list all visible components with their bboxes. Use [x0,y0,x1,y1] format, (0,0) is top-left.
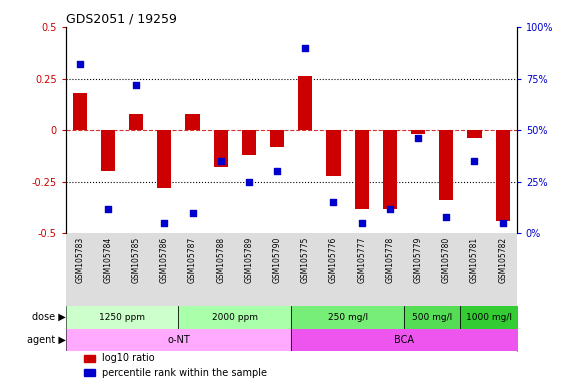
Bar [270,130,284,147]
Bar [411,130,425,134]
Text: GSM105783: GSM105783 [75,237,85,283]
Point [385,205,395,212]
Point [131,82,140,88]
Text: 2000 ppm: 2000 ppm [212,313,258,322]
Text: 1250 ppm: 1250 ppm [99,313,145,322]
Bar [298,76,312,130]
Text: o-NT: o-NT [167,335,190,345]
Point [413,136,423,142]
Bar [355,130,369,209]
Text: dose ▶: dose ▶ [32,312,66,322]
Text: agent ▶: agent ▶ [27,335,66,345]
Bar [84,369,95,376]
Text: BCA: BCA [394,335,414,345]
Text: GSM105789: GSM105789 [244,237,254,283]
Point [216,158,226,164]
Text: GSM105779: GSM105779 [413,237,423,283]
Point [103,205,112,212]
Text: GSM105781: GSM105781 [470,237,479,283]
Bar [186,114,200,130]
Bar [214,130,228,167]
Text: 500 mg/l: 500 mg/l [412,313,452,322]
Bar [468,130,481,139]
Point [244,179,254,185]
Bar [327,130,340,175]
Text: log10 ratio: log10 ratio [102,353,154,364]
Text: GSM105777: GSM105777 [357,237,366,283]
Text: GSM105784: GSM105784 [103,237,112,283]
Text: percentile rank within the sample: percentile rank within the sample [102,368,267,378]
Text: GSM105786: GSM105786 [160,237,169,283]
Bar [84,355,95,362]
Point [188,210,197,216]
Text: 250 mg/l: 250 mg/l [328,313,368,322]
Text: GSM105776: GSM105776 [329,237,338,283]
Bar [496,130,510,221]
Bar [242,130,256,155]
Text: GSM105790: GSM105790 [272,237,282,283]
Text: GDS2051 / 19259: GDS2051 / 19259 [66,13,176,26]
Bar [129,114,143,130]
Bar [439,130,453,200]
Text: GSM105788: GSM105788 [216,237,225,283]
Text: GSM105780: GSM105780 [442,237,451,283]
Bar [383,130,397,209]
Text: GSM105775: GSM105775 [301,237,310,283]
Text: GSM105782: GSM105782 [498,237,507,283]
Text: GSM105787: GSM105787 [188,237,197,283]
Point [442,214,451,220]
Point [160,220,169,226]
Point [357,220,366,226]
Point [498,220,507,226]
Text: GSM105778: GSM105778 [385,237,395,283]
Point [272,169,282,175]
Bar [157,130,171,188]
Bar [101,130,115,172]
Point [470,158,479,164]
Text: 1000 mg/l: 1000 mg/l [465,313,512,322]
Text: GSM105785: GSM105785 [132,237,140,283]
Point [301,45,310,51]
Bar [73,93,87,130]
Point [75,61,85,67]
Point [329,199,338,205]
